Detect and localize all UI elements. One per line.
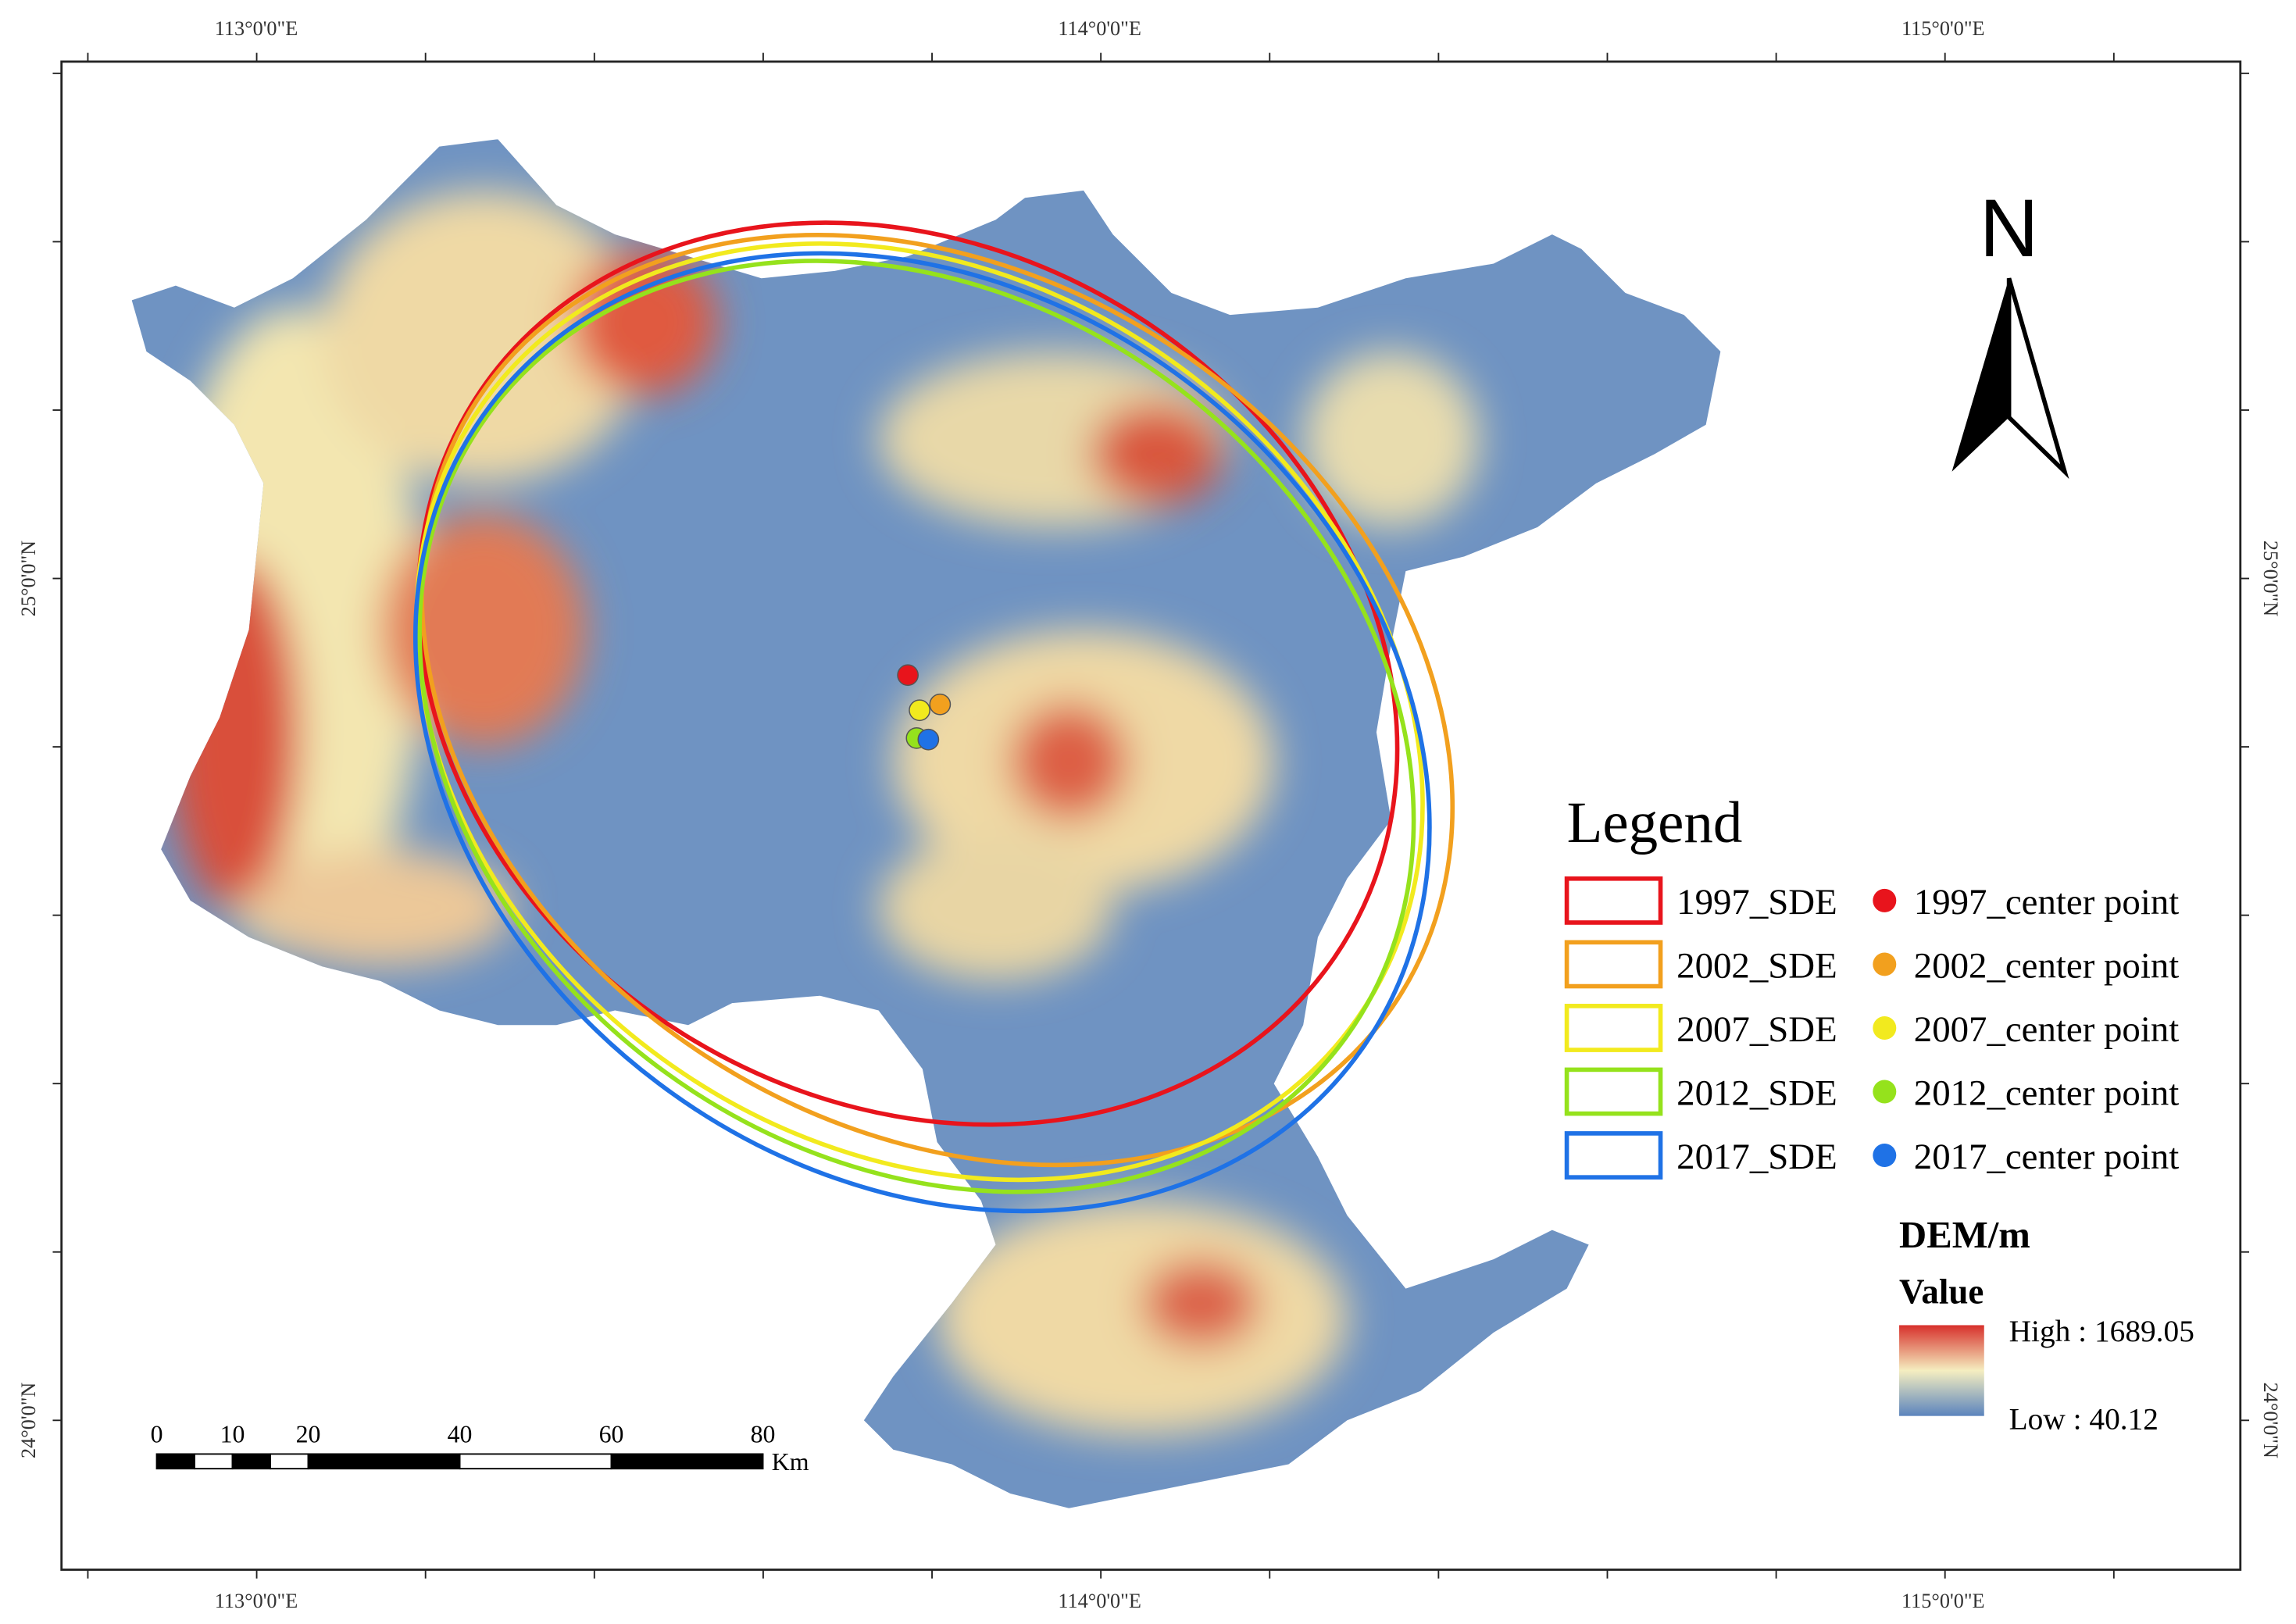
- legend-ellipse-label: 2007_SDE: [1676, 1009, 1837, 1050]
- legend-point-label: 2002_center point: [1914, 945, 2180, 986]
- lat-label: 25°0'0"N: [17, 541, 40, 616]
- legend-point: [1873, 1015, 1897, 1040]
- sde-ellipse: [417, 259, 1416, 1194]
- legend-point-label: 1997_center point: [1914, 882, 2180, 923]
- lat-label: 24°0'0"N: [2259, 1383, 2282, 1458]
- legend-point-label: 2012_center point: [1914, 1073, 2180, 1113]
- sde-ellipse: [416, 220, 1400, 1127]
- dem-title: DEM/m: [1899, 1214, 2030, 1256]
- legend-point: [1873, 1144, 1897, 1168]
- legend-swatch: [1564, 1067, 1663, 1116]
- legend-ellipse-label: 2002_SDE: [1676, 945, 1837, 986]
- scale-segment: [194, 1453, 234, 1470]
- dem-subtitle: Value: [1899, 1272, 1984, 1311]
- dem-low: Low : 40.12: [2009, 1402, 2159, 1437]
- north-label: N: [1980, 183, 2039, 274]
- lon-label: 113°0'0"E: [215, 1590, 298, 1612]
- scale-segment: [231, 1453, 271, 1470]
- lon-label: 114°0'0"E: [1058, 1590, 1141, 1612]
- legend: 1997_SDE 1997_center point 2002_SDE 2002_ce…: [1564, 876, 2180, 1180]
- legend-point-label: 2017_center point: [1914, 1137, 2180, 1177]
- lat-label: 24°0'0"N: [17, 1383, 40, 1458]
- scale-tick-label: 60: [599, 1420, 624, 1447]
- scale-segment: [459, 1453, 612, 1470]
- sde-ellipses: [412, 220, 1455, 1214]
- scale-segment: [307, 1453, 461, 1470]
- graticule-ticks: 113°0'0"E 113°0'0"E 114°0'0"E 114°0'0"E 115°…: [17, 17, 2282, 1612]
- scale-segment: [610, 1453, 764, 1470]
- dem-high: High : 1689.05: [2009, 1314, 2194, 1348]
- scale-tick-label: 20: [296, 1420, 321, 1447]
- sde-ellipse: [412, 251, 1432, 1214]
- center-point: [929, 693, 952, 716]
- scale-tick-label: 80: [751, 1420, 776, 1447]
- scale-tick-label: 40: [448, 1420, 473, 1447]
- scale-segment: [155, 1453, 195, 1470]
- legend-ellipse-label: 2012_SDE: [1676, 1073, 1837, 1113]
- legend-point: [1873, 952, 1897, 976]
- lat-label: 25°0'0"N: [2259, 541, 2282, 616]
- lon-label: 115°0'0"E: [1901, 17, 1985, 40]
- lon-label: 114°0'0"E: [1058, 17, 1141, 40]
- legend-swatch: [1564, 1131, 1663, 1180]
- dem-ramp: [1899, 1325, 1984, 1416]
- legend-point-label: 2007_center point: [1914, 1009, 2180, 1050]
- sde-ellipse: [420, 233, 1455, 1168]
- center-point: [909, 699, 930, 722]
- scale-tick-label: 0: [151, 1420, 163, 1447]
- legend-swatch: [1564, 1004, 1663, 1052]
- lon-label: 113°0'0"E: [215, 17, 298, 40]
- legend-title: Legend: [1567, 791, 1743, 855]
- legend-ellipse-label: 2017_SDE: [1676, 1137, 1837, 1177]
- legend-swatch: [1564, 940, 1663, 989]
- legend-point: [1873, 1080, 1897, 1104]
- legend-ellipse-label: 1997_SDE: [1676, 882, 1837, 923]
- lon-label: 115°0'0"E: [1901, 1590, 1985, 1612]
- scale-segment: [270, 1453, 309, 1470]
- north-arrow: N: [1951, 183, 2069, 480]
- legend-swatch: [1564, 876, 1663, 925]
- center-point: [917, 728, 940, 751]
- legend-point: [1873, 888, 1897, 912]
- scale-tick-label: 10: [220, 1420, 245, 1447]
- center-point: [897, 664, 919, 687]
- scale-unit: Km: [772, 1448, 809, 1476]
